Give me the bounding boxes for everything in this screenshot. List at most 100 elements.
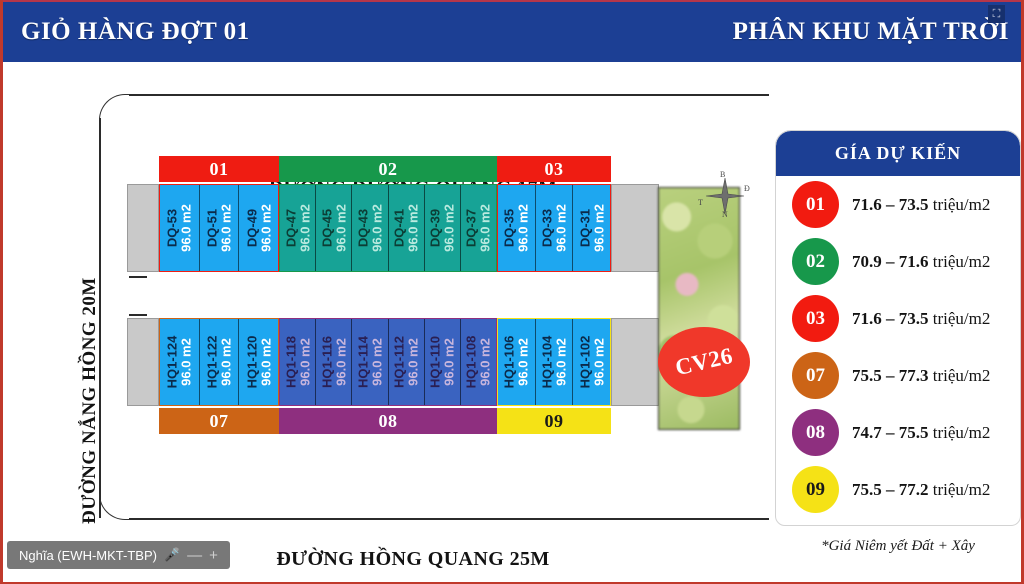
plot-DQ-47[interactable]: DQ-47 96.0 m2 bbox=[280, 185, 317, 271]
plot-block-07[interactable]: 07 HQ1-124 96.0 m2 HQ1-122 96.0 m2 HQ1-120 96.… bbox=[159, 318, 279, 434]
plot-DQ-53[interactable]: DQ-53 96.0 m2 bbox=[160, 185, 200, 271]
plot-label: HQ1-106 96.0 m2 bbox=[501, 335, 531, 389]
plot-DQ-45[interactable]: DQ-45 96.0 m2 bbox=[316, 185, 353, 271]
plot-DQ-37[interactable]: DQ-37 96.0 m2 bbox=[460, 185, 497, 271]
plot-block-09[interactable]: 09 HQ1-106 96.0 m2 HQ1-104 96.0 m2 HQ1-102 96.… bbox=[497, 318, 611, 434]
mic-muted-icon[interactable]: 🎤 bbox=[163, 547, 181, 562]
legend-row-09[interactable]: 09 75.5 – 77.2 triệu/m2 bbox=[776, 461, 1020, 518]
plot-area: 96.0 m2 bbox=[332, 338, 348, 386]
plot-id: HQ1-102 bbox=[577, 335, 593, 389]
legend-dot-01: 01 bbox=[792, 181, 839, 228]
legend-price-unit: triệu/m2 bbox=[928, 365, 991, 385]
plot-area: 96.0 m2 bbox=[477, 338, 493, 386]
plot-label: DQ-43 96.0 m2 bbox=[355, 204, 384, 252]
plot-label: HQ1-112 96.0 m2 bbox=[391, 336, 420, 388]
plot-id: DQ-45 bbox=[319, 208, 335, 248]
plot-block-08[interactable]: 08 HQ1-118 96.0 m2 HQ1-116 96.0 m2 HQ1-114 96.… bbox=[279, 318, 497, 434]
legend-price-range: 75.5 – 77.2 bbox=[852, 479, 929, 499]
plot-HQ1-104[interactable]: HQ1-104 96.0 m2 bbox=[535, 319, 574, 405]
plot-HQ1-102[interactable]: HQ1-102 96.0 m2 bbox=[573, 319, 611, 405]
legend-dot-07: 07 bbox=[792, 352, 839, 399]
park-marker-cv26[interactable]: CV26 bbox=[658, 327, 750, 397]
compass-rose-icon: B Đ N T bbox=[696, 170, 754, 222]
slide-header: GIỎ HÀNG ĐỢT 01 PHÂN KHU MẶT TRỜI ⛶ bbox=[3, 0, 1021, 62]
plot-block-03[interactable]: 03 DQ-35 96.0 m2 DQ-33 96.0 m2 DQ-31 96.0 m2 bbox=[497, 156, 611, 272]
plot-id: DQ-31 bbox=[577, 208, 593, 248]
plot-area: 96.0 m2 bbox=[218, 204, 233, 252]
plot-id: DQ-35 bbox=[501, 208, 517, 248]
plot-DQ-31[interactable]: DQ-31 96.0 m2 bbox=[573, 185, 611, 271]
legend-rows: 01 71.6 – 73.5 triệu/m2 02 70.9 – 71.6 triệ… bbox=[776, 176, 1020, 518]
legend-price-range: 71.6 – 73.5 bbox=[852, 308, 929, 328]
plot-HQ1-108[interactable]: HQ1-108 96.0 m2 bbox=[460, 319, 497, 405]
plot-label: HQ1-102 96.0 m2 bbox=[577, 335, 606, 389]
plot-block-header-03: 03 bbox=[497, 156, 611, 182]
plot-DQ-49[interactable]: DQ-49 96.0 m2 bbox=[239, 185, 279, 271]
plot-label: HQ1-124 96.0 m2 bbox=[165, 336, 194, 389]
plot-block-header-08: 08 bbox=[279, 408, 497, 434]
plot-block-01[interactable]: 01 DQ-53 96.0 m2 DQ-51 96.0 m2 DQ-49 96.0 m2 bbox=[159, 156, 279, 272]
plot-DQ-41[interactable]: DQ-41 96.0 m2 bbox=[388, 185, 425, 271]
plot-id: HQ1-106 bbox=[501, 335, 517, 389]
plot-label: DQ-49 96.0 m2 bbox=[244, 204, 273, 252]
legend-price-01: 71.6 – 73.5 triệu/m2 bbox=[852, 195, 990, 215]
plot-area: 96.0 m2 bbox=[178, 338, 194, 386]
plot-block-plots-07: HQ1-124 96.0 m2 HQ1-122 96.0 m2 HQ1-120 96.0 … bbox=[159, 318, 279, 406]
legend-row-02[interactable]: 02 70.9 – 71.6 triệu/m2 bbox=[776, 233, 1020, 290]
plot-HQ1-116[interactable]: HQ1-116 96.0 m2 bbox=[316, 319, 353, 405]
legend-dot-03: 03 bbox=[792, 295, 839, 342]
plot-area: 96.0 m2 bbox=[590, 338, 606, 386]
plot-HQ1-120[interactable]: HQ1-120 96.0 m2 bbox=[239, 319, 279, 405]
plot-id: HQ1-114 bbox=[355, 335, 371, 389]
plot-id: DQ-41 bbox=[391, 208, 407, 248]
plot-DQ-35[interactable]: DQ-35 96.0 m2 bbox=[498, 185, 536, 271]
page-title-right: PHÂN KHU MẶT TRỜI bbox=[732, 18, 1009, 45]
legend-price-unit: triệu/m2 bbox=[928, 308, 991, 328]
participant-name-chip[interactable]: Nghĩa (EWH-MKT-TBP) 🎤 — + bbox=[7, 541, 230, 569]
zoom-in-button[interactable]: + bbox=[209, 546, 218, 564]
legend-row-08[interactable]: 08 74.7 – 75.5 triệu/m2 bbox=[776, 404, 1020, 461]
zoom-out-button[interactable]: — bbox=[187, 546, 203, 564]
plot-area: 96.0 m2 bbox=[296, 338, 312, 386]
plot-HQ1-110[interactable]: HQ1-110 96.0 m2 bbox=[424, 319, 461, 405]
plot-id: HQ1-116 bbox=[319, 335, 335, 389]
plot-label: HQ1-104 96.0 m2 bbox=[539, 336, 568, 389]
road-outline-left bbox=[99, 118, 101, 518]
plot-label: DQ-33 96.0 m2 bbox=[539, 204, 568, 252]
plot-HQ1-118[interactable]: HQ1-118 96.0 m2 bbox=[280, 319, 317, 405]
plot-area: 96.0 m2 bbox=[441, 338, 457, 386]
plot-label: DQ-47 96.0 m2 bbox=[283, 204, 312, 252]
window-controls-icon[interactable]: ⛶ bbox=[988, 5, 1005, 23]
plot-HQ1-112[interactable]: HQ1-112 96.0 m2 bbox=[388, 319, 425, 405]
plot-area: 96.0 m2 bbox=[332, 204, 348, 252]
plot-label: DQ-51 96.0 m2 bbox=[204, 204, 233, 252]
participant-name-label: Nghĩa (EWH-MKT-TBP) bbox=[19, 547, 157, 563]
legend-price-02: 70.9 – 71.6 triệu/m2 bbox=[852, 252, 990, 272]
plot-HQ1-106[interactable]: HQ1-106 96.0 m2 bbox=[498, 319, 536, 405]
legend-row-07[interactable]: 07 75.5 – 77.3 triệu/m2 bbox=[776, 347, 1020, 404]
plot-HQ1-122[interactable]: HQ1-122 96.0 m2 bbox=[199, 319, 240, 405]
plot-area: 96.0 m2 bbox=[515, 204, 531, 252]
plot-id: DQ-33 bbox=[539, 208, 555, 248]
plot-block-02[interactable]: 02 DQ-47 96.0 m2 DQ-45 96.0 m2 DQ-43 96.0 m2 DQ… bbox=[279, 156, 497, 272]
plot-area: 96.0 m2 bbox=[515, 338, 531, 386]
plot-id: HQ1-118 bbox=[282, 335, 298, 389]
legend-footnote: *Giá Niêm yết Đất + Xây bbox=[821, 538, 975, 554]
plot-DQ-43[interactable]: DQ-43 96.0 m2 bbox=[352, 185, 389, 271]
plot-DQ-39[interactable]: DQ-39 96.0 m2 bbox=[424, 185, 461, 271]
plot-DQ-33[interactable]: DQ-33 96.0 m2 bbox=[535, 185, 574, 271]
street-label-left: ĐƯỜNG NẮNG HỒNG 20M bbox=[79, 277, 100, 524]
legend-row-03[interactable]: 03 71.6 – 73.5 triệu/m2 bbox=[776, 290, 1020, 347]
legend-row-01[interactable]: 01 71.6 – 73.5 triệu/m2 bbox=[776, 176, 1020, 233]
plot-HQ1-114[interactable]: HQ1-114 96.0 m2 bbox=[352, 319, 389, 405]
plot-HQ1-124[interactable]: HQ1-124 96.0 m2 bbox=[160, 319, 200, 405]
plot-block-plots-02: DQ-47 96.0 m2 DQ-45 96.0 m2 DQ-43 96.0 m2 DQ-4… bbox=[279, 184, 497, 272]
plot-block-header-07: 07 bbox=[159, 408, 279, 434]
plot-label: HQ1-114 96.0 m2 bbox=[355, 335, 384, 389]
plot-label: DQ-37 96.0 m2 bbox=[464, 204, 493, 252]
plot-label: DQ-35 96.0 m2 bbox=[501, 204, 531, 252]
plot-DQ-51[interactable]: DQ-51 96.0 m2 bbox=[199, 185, 240, 271]
plot-area: 96.0 m2 bbox=[405, 204, 421, 252]
plot-label: DQ-31 96.0 m2 bbox=[577, 204, 606, 252]
plot-block-plots-09: HQ1-106 96.0 m2 HQ1-104 96.0 m2 HQ1-102 96.0 … bbox=[497, 318, 611, 406]
